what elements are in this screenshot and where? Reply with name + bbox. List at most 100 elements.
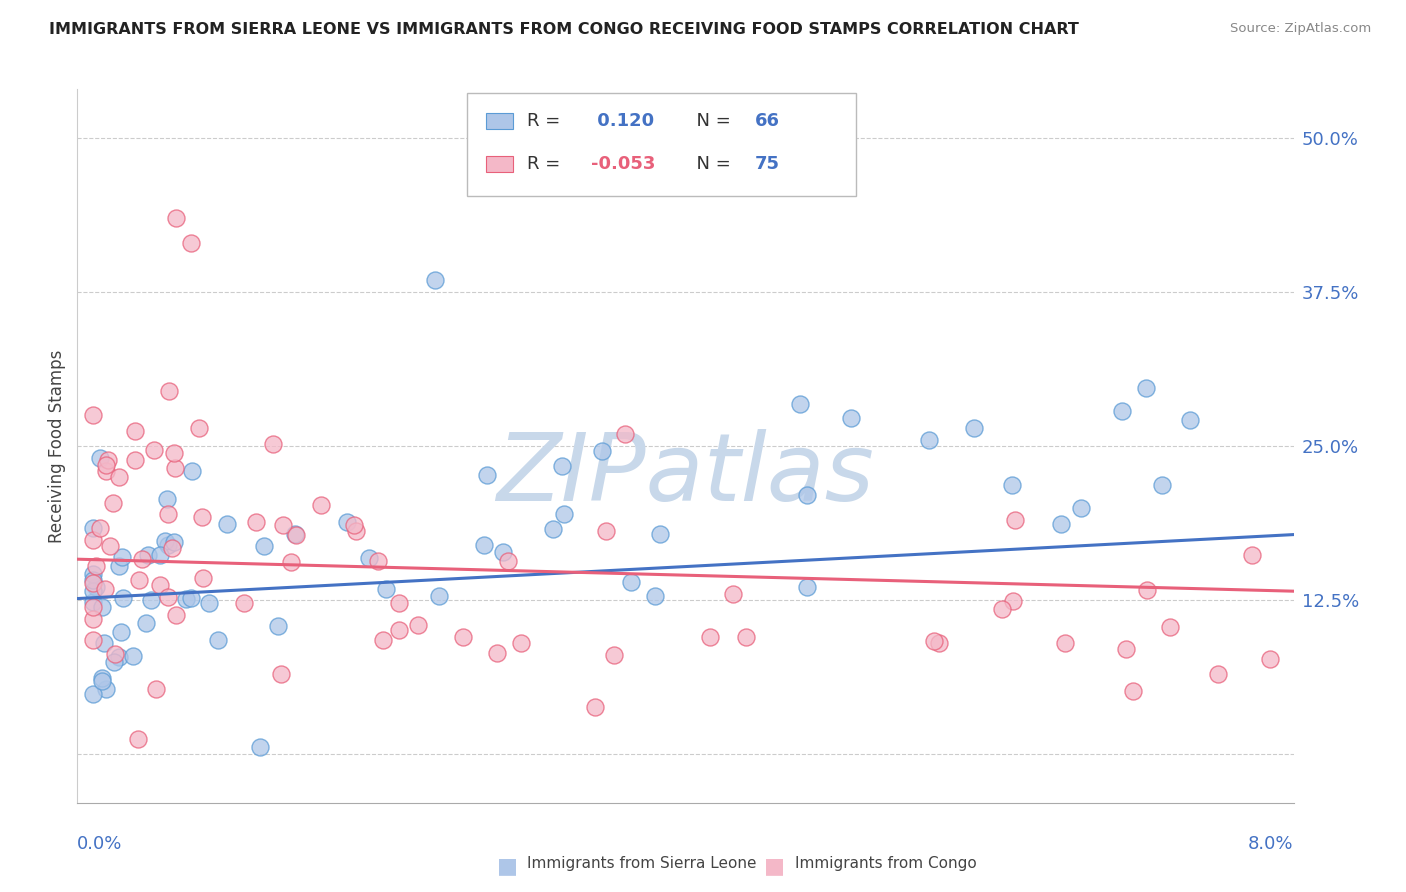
Y-axis label: Receiving Food Stamps: Receiving Food Stamps <box>48 350 66 542</box>
FancyBboxPatch shape <box>486 156 513 172</box>
Point <box>253 539 276 553</box>
Point <box>89 521 111 535</box>
Point <box>423 273 446 287</box>
Point <box>991 602 1014 616</box>
Point <box>124 453 146 467</box>
Text: 66: 66 <box>755 112 780 130</box>
Point <box>111 591 134 605</box>
Point <box>1206 666 1229 681</box>
Point <box>96 682 118 697</box>
Point <box>553 507 575 521</box>
Point <box>181 464 204 478</box>
FancyBboxPatch shape <box>467 93 856 196</box>
Point <box>165 211 187 226</box>
Point <box>359 551 381 566</box>
Point <box>1135 381 1157 395</box>
Text: N =: N = <box>686 155 737 173</box>
Point <box>82 687 104 701</box>
Point <box>82 408 104 422</box>
Point <box>124 424 146 438</box>
Point <box>1178 413 1201 427</box>
Point <box>94 582 117 597</box>
Point <box>193 571 215 585</box>
Point <box>388 623 411 637</box>
Point <box>176 591 198 606</box>
Text: -0.053: -0.053 <box>591 155 655 173</box>
Point <box>271 517 294 532</box>
Text: R =: R = <box>527 155 567 173</box>
Point <box>198 596 221 610</box>
Point <box>541 522 564 536</box>
Point <box>128 573 150 587</box>
Point <box>485 647 508 661</box>
Point <box>84 558 107 573</box>
Point <box>510 636 533 650</box>
Point <box>110 625 132 640</box>
Point <box>82 595 104 609</box>
Point <box>285 527 308 541</box>
Point <box>406 617 429 632</box>
Point <box>648 527 671 541</box>
Point <box>1122 684 1144 698</box>
Point <box>498 554 520 568</box>
Point <box>90 671 112 685</box>
Point <box>156 492 179 507</box>
Point <box>108 558 131 573</box>
Point <box>156 590 179 604</box>
Point <box>82 632 104 647</box>
Point <box>149 548 172 562</box>
Point <box>96 464 118 478</box>
Point <box>156 507 179 521</box>
Point <box>284 527 307 541</box>
Text: 0.0%: 0.0% <box>77 835 122 853</box>
Point <box>82 567 104 582</box>
Point <box>1240 549 1263 563</box>
Point <box>603 648 626 662</box>
Point <box>595 524 617 538</box>
Text: 75: 75 <box>755 155 780 173</box>
Point <box>162 535 184 549</box>
Point <box>789 397 811 411</box>
Point <box>344 524 367 539</box>
Point <box>131 552 153 566</box>
Point <box>1136 583 1159 598</box>
Point <box>135 615 157 630</box>
Point <box>233 597 256 611</box>
Point <box>1070 500 1092 515</box>
Point <box>928 636 950 650</box>
Point <box>149 578 172 592</box>
Point <box>157 384 180 398</box>
Point <box>839 410 862 425</box>
Point <box>270 667 292 681</box>
Point <box>101 496 124 510</box>
Point <box>472 538 495 552</box>
Point <box>1152 478 1174 492</box>
Point <box>82 574 104 588</box>
Text: 0.120: 0.120 <box>591 112 654 130</box>
Point <box>267 619 290 633</box>
Point <box>127 731 149 746</box>
Point <box>97 452 120 467</box>
Point <box>217 516 239 531</box>
Text: IMMIGRANTS FROM SIERRA LEONE VS IMMIGRANTS FROM CONGO RECEIVING FOOD STAMPS CORR: IMMIGRANTS FROM SIERRA LEONE VS IMMIGRAN… <box>49 22 1078 37</box>
Point <box>1115 642 1137 657</box>
Point <box>1054 636 1077 650</box>
Text: ■: ■ <box>496 856 517 876</box>
Text: Immigrants from Congo: Immigrants from Congo <box>794 856 977 871</box>
Point <box>343 518 366 533</box>
Text: Source: ZipAtlas.com: Source: ZipAtlas.com <box>1230 22 1371 36</box>
Text: Immigrants from Sierra Leone: Immigrants from Sierra Leone <box>527 856 756 871</box>
Point <box>963 420 986 434</box>
Point <box>492 545 515 559</box>
Point <box>121 649 143 664</box>
Point <box>249 740 271 755</box>
Point <box>82 521 104 535</box>
Point <box>142 443 165 458</box>
Point <box>309 499 332 513</box>
Point <box>136 548 159 562</box>
Point <box>207 632 229 647</box>
Point <box>180 591 202 606</box>
Point <box>145 681 167 696</box>
Point <box>1001 478 1024 492</box>
Point <box>735 630 758 644</box>
